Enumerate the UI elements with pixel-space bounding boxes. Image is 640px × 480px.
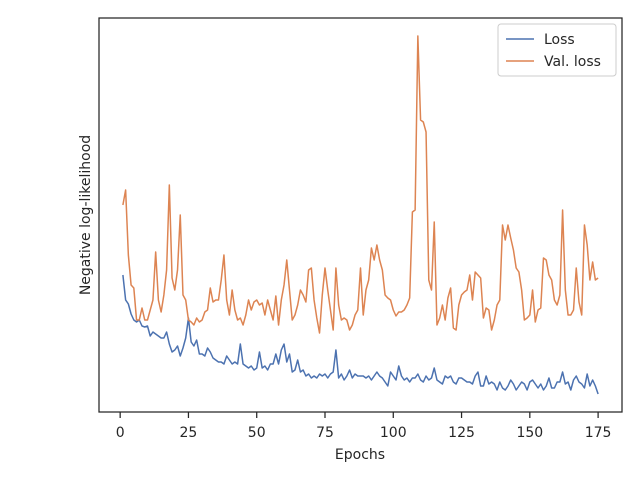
legend-box [497,23,617,77]
x-tick-label: 25 [180,425,198,441]
x-tick-label: 150 [516,425,543,441]
plot-frame [98,17,623,413]
x-tick-label: 75 [316,425,334,441]
x-tick-label: 50 [248,425,266,441]
legend-label: Val. loss [544,54,601,70]
x-axis-label: Epochs [335,447,385,463]
y-axis-label: Negative log-likelihood [78,135,94,295]
x-tick-label: 175 [585,425,612,441]
legend-label: Loss [544,32,575,48]
line-series [122,35,599,334]
x-tick-label: 125 [448,425,475,441]
line-series [122,274,599,395]
x-tick-label: 0 [116,425,125,441]
x-tick-label: 100 [380,425,407,441]
